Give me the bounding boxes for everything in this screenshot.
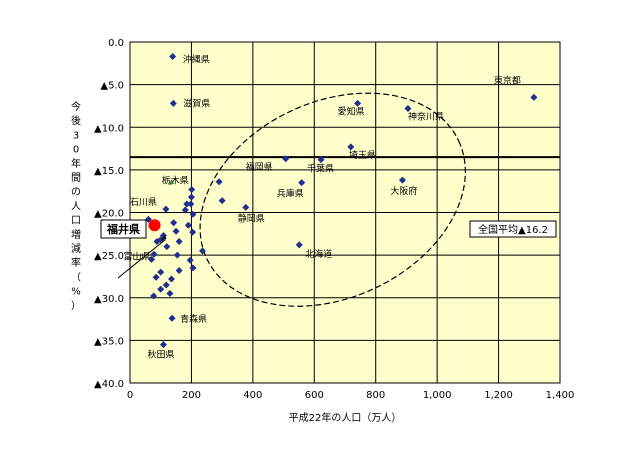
data-point	[189, 264, 197, 272]
data-point	[148, 255, 155, 263]
data-point	[404, 104, 412, 112]
data-point	[186, 256, 194, 264]
y-tick-label: ▲30.0	[94, 294, 124, 305]
point-label: 愛知県	[338, 105, 365, 117]
data-point	[175, 266, 183, 274]
data-point	[170, 219, 178, 227]
toyama-arrow	[117, 239, 166, 279]
data-point	[153, 237, 161, 245]
y-tick-label: ▲10.0	[94, 123, 124, 134]
data-point	[188, 185, 196, 193]
data-point	[169, 99, 177, 107]
point-label: 静岡県	[238, 212, 265, 224]
data-point	[298, 179, 306, 187]
point-label: 滋賀県	[183, 97, 210, 109]
plot-area: 0 200 400 600 800 1,000 1,200 1,400 0.0 ▲5.0 ▲10.0…	[94, 38, 574, 401]
data-point	[398, 176, 406, 184]
ishikawa-arrowhead	[168, 179, 174, 185]
point-label: 東京都	[494, 74, 521, 86]
data-point	[162, 205, 170, 213]
point-label: 秋田県	[147, 349, 174, 361]
highlight-label: 福井県	[106, 222, 140, 236]
point-label: 千葉県	[307, 163, 334, 175]
data-point	[166, 289, 174, 297]
x-tick-label: 400	[243, 390, 262, 401]
data-point	[181, 206, 189, 214]
point-label: 沖縄県	[183, 53, 210, 65]
data-point	[150, 250, 158, 258]
data-point	[157, 268, 165, 276]
data-point	[189, 228, 197, 236]
point-label: 神奈川県	[408, 110, 444, 122]
data-point	[189, 210, 197, 218]
data-point	[295, 241, 303, 249]
x-tick-label: 1,000	[423, 390, 452, 401]
point-label: 埼玉県	[349, 149, 376, 161]
data-point	[187, 200, 195, 208]
point-label: 富山県	[123, 251, 150, 263]
x-axis-label: 平成22年の人口（万人）	[289, 411, 402, 424]
point-label: 兵庫県	[277, 188, 304, 200]
data-point	[175, 237, 183, 245]
data-point	[242, 203, 250, 211]
point-label: 石川県	[130, 197, 157, 208]
data-point	[172, 227, 180, 235]
data-point	[144, 215, 152, 223]
data-point	[184, 221, 192, 229]
data-point	[159, 341, 167, 349]
highlight-label-box	[100, 219, 147, 239]
data-point	[169, 52, 177, 60]
y-axis-label: 今後 3 0 年間の人口増減率（%）	[71, 100, 81, 312]
point-label: 北海道	[305, 248, 332, 260]
data-point	[198, 247, 206, 255]
x-tick-label: 800	[366, 390, 385, 401]
point-label: 大阪府	[390, 185, 417, 197]
x-tick-label: 1,400	[546, 390, 575, 401]
data-point	[183, 200, 191, 208]
x-tick-label: 0	[127, 390, 133, 401]
ellipse-outline	[199, 92, 466, 307]
y-tick-label: ▲5.0	[100, 81, 124, 92]
average-label: 全国平均▲16.2	[478, 223, 548, 236]
highlight-point	[148, 219, 161, 232]
y-tick-label: ▲35.0	[94, 336, 124, 347]
toyama-arrowhead	[161, 234, 167, 241]
data-point	[187, 193, 195, 201]
y-tick-label: ▲40.0	[94, 379, 124, 390]
point-label: 青森県	[180, 313, 207, 325]
data-point	[162, 281, 170, 289]
y-tick-label: ▲20.0	[94, 209, 124, 220]
data-point	[150, 292, 158, 300]
y-tick-label: ▲15.0	[94, 166, 124, 177]
x-tick-label: 1,200	[484, 390, 513, 401]
data-point	[354, 99, 362, 107]
data-point	[157, 285, 165, 293]
average-label-box	[469, 220, 557, 238]
x-tick-label: 200	[182, 390, 201, 401]
data-point	[218, 197, 226, 205]
point-label: 栃木県	[162, 174, 189, 186]
data-point	[530, 93, 538, 101]
data-point	[215, 178, 223, 186]
data-point	[152, 273, 160, 281]
data-point	[347, 143, 355, 151]
data-point	[167, 275, 175, 283]
data-point	[173, 251, 181, 259]
y-tick-label: ▲25.0	[94, 251, 124, 262]
y-tick-label: 0.0	[108, 38, 124, 49]
x-tick-label: 600	[305, 390, 324, 401]
data-point	[282, 155, 290, 163]
data-point	[163, 243, 171, 251]
data-point	[168, 314, 176, 322]
data-point	[317, 156, 325, 164]
point-label: 福岡県	[246, 161, 273, 173]
